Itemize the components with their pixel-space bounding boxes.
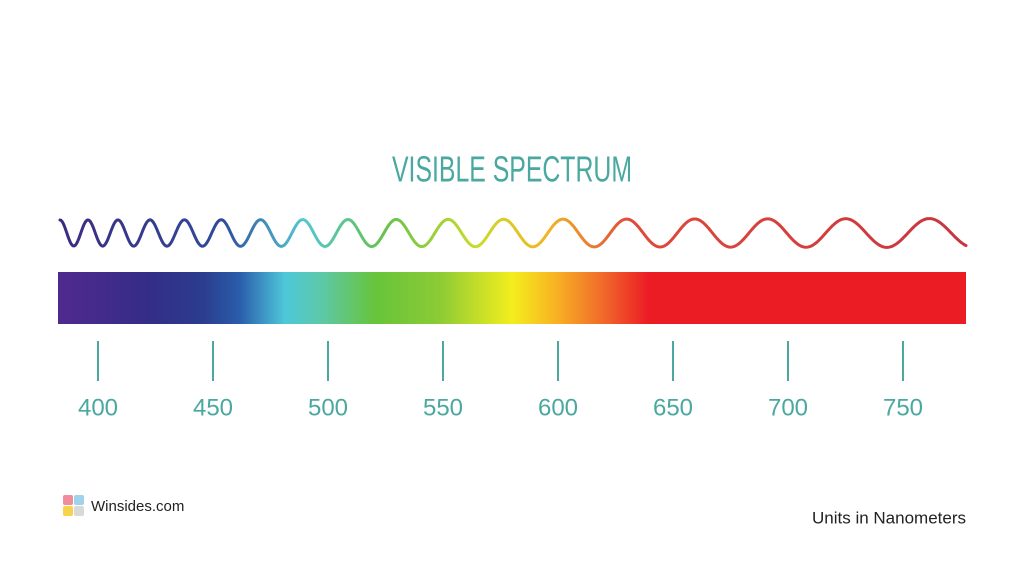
logo-square	[63, 506, 73, 516]
brand: Winsides.com	[91, 498, 184, 515]
tick-label: 400	[78, 394, 118, 421]
title: VISIBLE SPECTRUM	[392, 149, 632, 190]
tick-label: 500	[308, 394, 348, 421]
tick-label: 450	[193, 394, 233, 421]
units-note: Units in Nanometers	[812, 508, 966, 527]
tick-label: 550	[423, 394, 463, 421]
logo	[63, 495, 84, 516]
logo-square	[74, 506, 84, 516]
tick-label: 650	[653, 394, 693, 421]
tick-label: 700	[768, 394, 808, 421]
wave	[58, 217, 968, 249]
logo-square	[63, 495, 73, 505]
spectrum-bar	[58, 272, 966, 324]
tick-label: 750	[883, 394, 923, 421]
logo-square	[74, 495, 84, 505]
tick-label: 600	[538, 394, 578, 421]
scale: 400 450 500 550 600 650 700 750	[78, 341, 923, 421]
